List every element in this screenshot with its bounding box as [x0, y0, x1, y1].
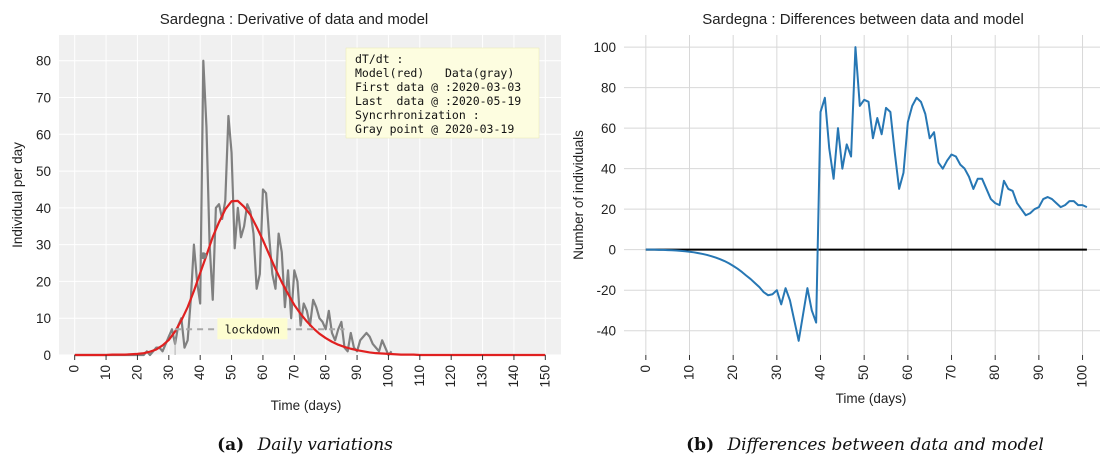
y-tick-label: 30: [36, 238, 51, 253]
y-tick-label: 0: [608, 243, 616, 258]
lockdown-label-bg: [217, 318, 288, 340]
x-tick-label: 10: [682, 365, 697, 380]
chart-b-ticks: 0 10 20 30 40 50 60 70 80 90 100 -40 -20 0 20 40 60 80 100: [593, 40, 1089, 387]
x-tick-label: 90: [349, 365, 364, 380]
x-tick-label: 110: [412, 365, 427, 387]
chart-b-xlabel: Time (days): [836, 391, 907, 406]
chart-a-xlabel: Time (days): [271, 398, 342, 413]
x-tick-label: 150: [537, 365, 552, 388]
y-tick-label: 10: [36, 311, 51, 326]
x-tick-label: 70: [944, 365, 959, 380]
chart-a-ylabel: Individual per day: [10, 142, 25, 248]
x-tick-label: 100: [380, 365, 395, 388]
caption-a-letter: (a): [217, 435, 244, 455]
y-tick-label: 70: [36, 91, 51, 106]
x-tick-label: 60: [900, 365, 915, 380]
x-tick-label: 140: [506, 365, 521, 388]
x-tick-label: 40: [813, 365, 828, 380]
y-tick-label: 20: [601, 202, 616, 217]
chart-a-series: [74, 59, 546, 357]
chart-b-ylabel: Number of individuals: [571, 130, 586, 260]
chart-a-legend-box: dT/dt : Model(red) Data(gray) First data…: [345, 47, 540, 139]
legend-line-6: Gray point @ 2020-03-19: [355, 122, 514, 136]
chart-a-title: Sardegna : Derivative of data and model: [160, 11, 429, 28]
x-tick-label: 100: [1075, 365, 1090, 388]
x-tick-label: 20: [129, 365, 144, 380]
caption-b: (b) Differences between data and model: [686, 435, 1044, 455]
y-tick-label: 60: [36, 127, 51, 142]
caption-b-letter: (b): [686, 435, 714, 455]
y-tick-label: 40: [601, 162, 616, 177]
chart-differences: Sardegna : Differences between data and …: [571, 11, 1100, 406]
y-tick-label: 0: [43, 348, 51, 363]
x-tick-label: 0: [67, 365, 82, 373]
legend-line-4: Last data @ :2020-05-19: [355, 94, 521, 108]
legend-line-3: First data @ :2020-03-03: [355, 80, 521, 94]
y-tick-label: -20: [596, 283, 616, 298]
chart-b-series: [645, 46, 1088, 342]
caption-a: (a) Daily variations: [217, 435, 393, 455]
x-tick-label: 30: [161, 365, 176, 380]
x-tick-label: 80: [987, 365, 1002, 380]
y-tick-label: 80: [601, 81, 616, 96]
sync-gray-point: [199, 252, 207, 260]
lockdown-label: lockdown: [225, 322, 280, 336]
svg-text:(b) Differences between: (b) Differences between data and model: [686, 435, 1044, 455]
y-tick-label: 60: [601, 121, 616, 136]
chart-derivative: Sardegna : Derivative of data and model …: [10, 11, 561, 413]
svg-text:(a) Daily variations: (a) Daily variations: [217, 435, 393, 455]
x-tick-label: 40: [192, 365, 207, 380]
y-tick-label: 50: [36, 164, 51, 179]
x-tick-label: 90: [1031, 365, 1046, 380]
y-tick-label: 80: [36, 54, 51, 69]
x-tick-label: 60: [255, 365, 270, 380]
caption-b-text: Differences between data and model: [727, 435, 1044, 455]
x-tick-label: 80: [318, 365, 333, 380]
chart-a-ticks: 0 10 20 30 40 50 60 70 80 90 100 110 120 130 140 150 0 10…: [36, 54, 552, 388]
y-tick-label: 40: [36, 201, 51, 216]
y-tick-label: 100: [593, 40, 616, 55]
legend-line-1: dT/dt :: [355, 52, 403, 66]
difference-series-line: [645, 46, 1088, 342]
caption-a-text: Daily variations: [257, 435, 394, 455]
y-tick-label: -40: [596, 324, 616, 339]
x-tick-label: 10: [98, 365, 113, 380]
chart-b-plot-area: [624, 35, 1100, 355]
x-tick-label: 120: [443, 365, 458, 388]
x-tick-label: 130: [475, 365, 490, 388]
x-tick-label: 50: [224, 365, 239, 380]
chart-a-grid: [59, 35, 561, 356]
x-tick-label: 20: [725, 365, 740, 380]
x-tick-label: 0: [638, 365, 653, 373]
x-tick-label: 70: [286, 365, 301, 380]
chart-a-annotations: lockdown: [174, 252, 345, 355]
model-red--series-line: [74, 199, 546, 357]
x-tick-label: 50: [856, 365, 871, 380]
x-tick-label: 30: [769, 365, 784, 380]
y-tick-label: 20: [36, 274, 51, 289]
legend-line-5: Syncrhronization :: [355, 108, 480, 122]
chart-b-title: Sardegna : Differences between data and …: [702, 11, 1024, 28]
legend-line-2: Model(red) Data(gray): [355, 66, 514, 80]
